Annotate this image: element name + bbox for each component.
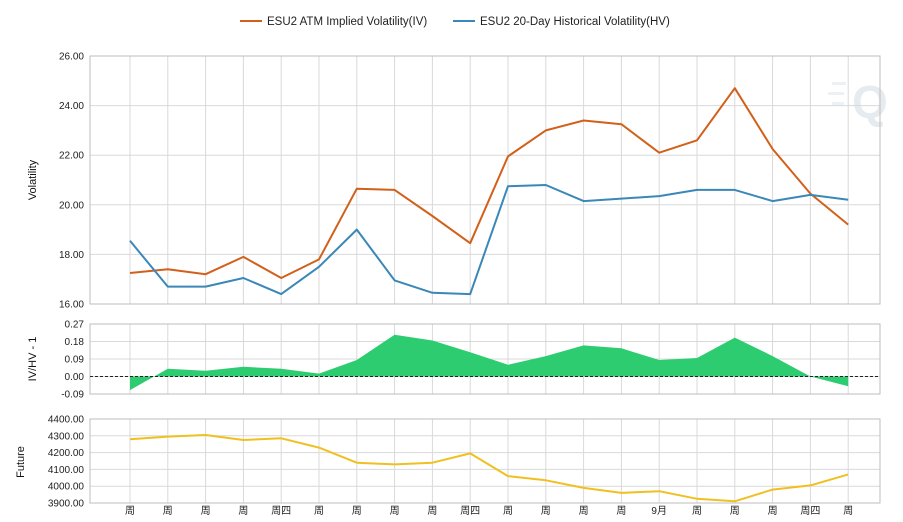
panel-ivhv: -0.09 0.00 0.09 0.18 0.27 IV/HV - 1: [27, 320, 881, 401]
x-tick-label: 周四: [271, 505, 291, 517]
hv-series-line: [129, 184, 849, 296]
y-tick-label: 22.00: [59, 151, 84, 162]
x-tick-label: 周: [352, 505, 362, 517]
y-tick-label: 18.00: [59, 250, 84, 261]
legend-label-iv: ESU2 ATM Implied Volatility(IV): [267, 16, 427, 28]
volatility-y-ticks: 16.00 18.00 20.00 22.00 24.00 26.00: [59, 52, 84, 311]
volatility-y-axis-label: Volatility: [27, 159, 39, 200]
future-series: [129, 434, 849, 503]
future-series-line: [129, 434, 849, 503]
y-tick-label: 4300.00: [48, 431, 85, 442]
panel-future: 3900.00 4000.00 4100.00 4200.00 4300.00 4400.…: [15, 415, 881, 510]
x-tick-label: 周: [238, 505, 248, 517]
x-tick-label: 周四: [460, 505, 480, 517]
legend: ESU2 ATM Implied Volatility(IV) ESU2 20-…: [240, 16, 670, 28]
x-tick-label: 9月: [651, 505, 667, 517]
future-grid: [90, 418, 880, 504]
ivhv-area: [90, 334, 880, 391]
y-tick-label: 0.09: [65, 355, 85, 366]
y-tick-label: 4000.00: [48, 482, 85, 493]
x-tick-label: 周: [692, 505, 702, 517]
y-tick-label: 0.00: [65, 372, 85, 383]
x-tick-label: 周: [579, 505, 589, 517]
future-y-ticks: 3900.00 4000.00 4100.00 4200.00 4300.00 4400.…: [48, 415, 85, 510]
y-tick-label: 4100.00: [48, 465, 85, 476]
x-tick-label: 周: [503, 505, 513, 517]
volatility-grid: [90, 55, 880, 305]
x-tick-label: 周: [201, 505, 211, 517]
x-tick-label: 周: [541, 505, 551, 517]
y-tick-label: -0.09: [61, 390, 84, 401]
x-tick-label: 周: [125, 505, 135, 517]
x-tick-label: 周: [843, 505, 853, 517]
future-frame: [89, 418, 881, 504]
x-tick-label: 周: [730, 505, 740, 517]
x-tick-label: 周: [427, 505, 437, 517]
ivhv-y-axis-label: IV/HV - 1: [27, 337, 39, 382]
y-tick-label: 3900.00: [48, 499, 85, 510]
x-tick-label: 周: [390, 505, 400, 517]
y-tick-label: 26.00: [59, 52, 84, 63]
y-tick-label: 4200.00: [48, 448, 85, 459]
y-tick-label: 4400.00: [48, 415, 85, 426]
ivhv-frame: [89, 323, 881, 395]
volatility-series: [129, 87, 849, 296]
future-y-axis-label: Future: [15, 446, 27, 478]
x-axis-ticks: 周 周 周 周 周四 周 周 周 周 周四 周 周 周 周 9月 周 周 周 周四 周: [125, 505, 853, 517]
svg-text:Q: Q: [852, 76, 888, 128]
y-tick-label: 24.00: [59, 101, 84, 112]
x-tick-label: 周: [314, 505, 324, 517]
panel-volatility: 16.00 18.00 20.00 22.00 24.00 26.00 Volatilit…: [27, 52, 881, 311]
legend-label-hv: ESU2 20-Day Historical Volatility(HV): [480, 16, 670, 28]
q-logo-icon: Q: [828, 76, 888, 128]
y-tick-label: 0.18: [65, 337, 85, 348]
ivhv-area-fill: [130, 334, 849, 391]
iv-series-line: [129, 87, 849, 279]
y-tick-label: 16.00: [59, 300, 84, 311]
ivhv-y-ticks: -0.09 0.00 0.09 0.18 0.27: [61, 320, 84, 401]
volatility-frame: [89, 55, 881, 305]
x-tick-label: 周: [768, 505, 778, 517]
x-tick-label: 周: [616, 505, 626, 517]
y-tick-label: 0.27: [65, 320, 85, 331]
y-tick-label: 20.00: [59, 200, 84, 211]
x-tick-label: 周四: [800, 505, 820, 517]
x-tick-label: 周: [163, 505, 173, 517]
